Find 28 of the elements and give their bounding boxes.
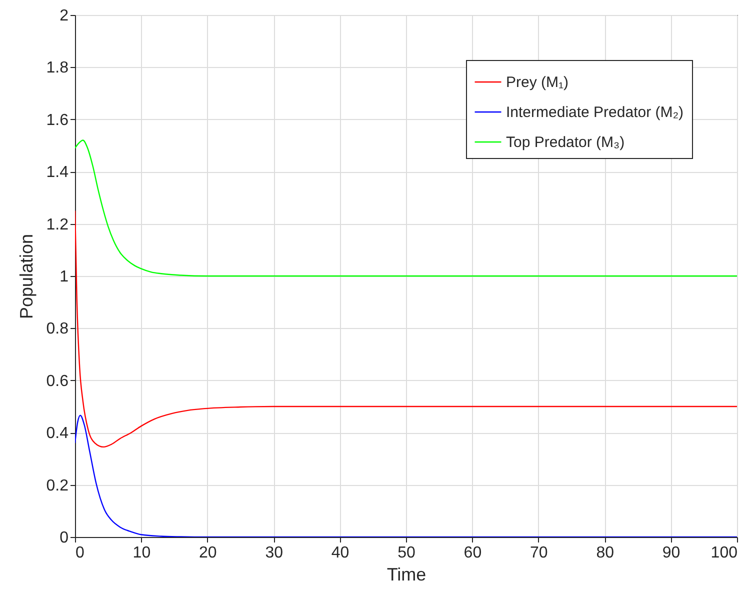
y-axis-title: Population [16,234,36,320]
x-tick-label: 80 [596,544,614,562]
y-tick-label: 0 [60,530,69,546]
x-tick-label: 10 [132,544,151,562]
x-tick-label: 20 [199,544,217,562]
y-tick-label: 1.4 [46,164,69,182]
y-tick-label: 1.6 [46,112,69,129]
y-tick-label: 0.4 [46,425,69,442]
y-tick-label: 1.2 [46,216,69,234]
x-tick-label: 70 [530,544,548,562]
y-tick-label: 2 [60,8,69,24]
y-tick-label: 1.8 [46,60,69,77]
legend-label: Intermediate Predator (M₂) [506,104,684,121]
legend-label: Top Predator (M₃) [506,134,625,151]
x-tick-label: 60 [464,544,482,562]
x-tick-label: 0 [76,544,84,562]
line-series [75,210,737,448]
x-axis-title: Time [386,564,426,584]
y-tick-label: 0.2 [46,477,69,494]
y-tick-label: 0.8 [46,320,69,338]
x-tick-label: 40 [331,544,350,562]
x-tick-label: 50 [398,544,416,562]
y-tick-label: 0.6 [46,372,69,390]
x-tick-label: 30 [265,544,284,562]
x-tick-label: 90 [662,544,680,562]
legend-label: Prey (M₁) [506,74,569,91]
y-tick-label: 1 [60,268,69,286]
x-tick-label: 100 [710,544,738,562]
